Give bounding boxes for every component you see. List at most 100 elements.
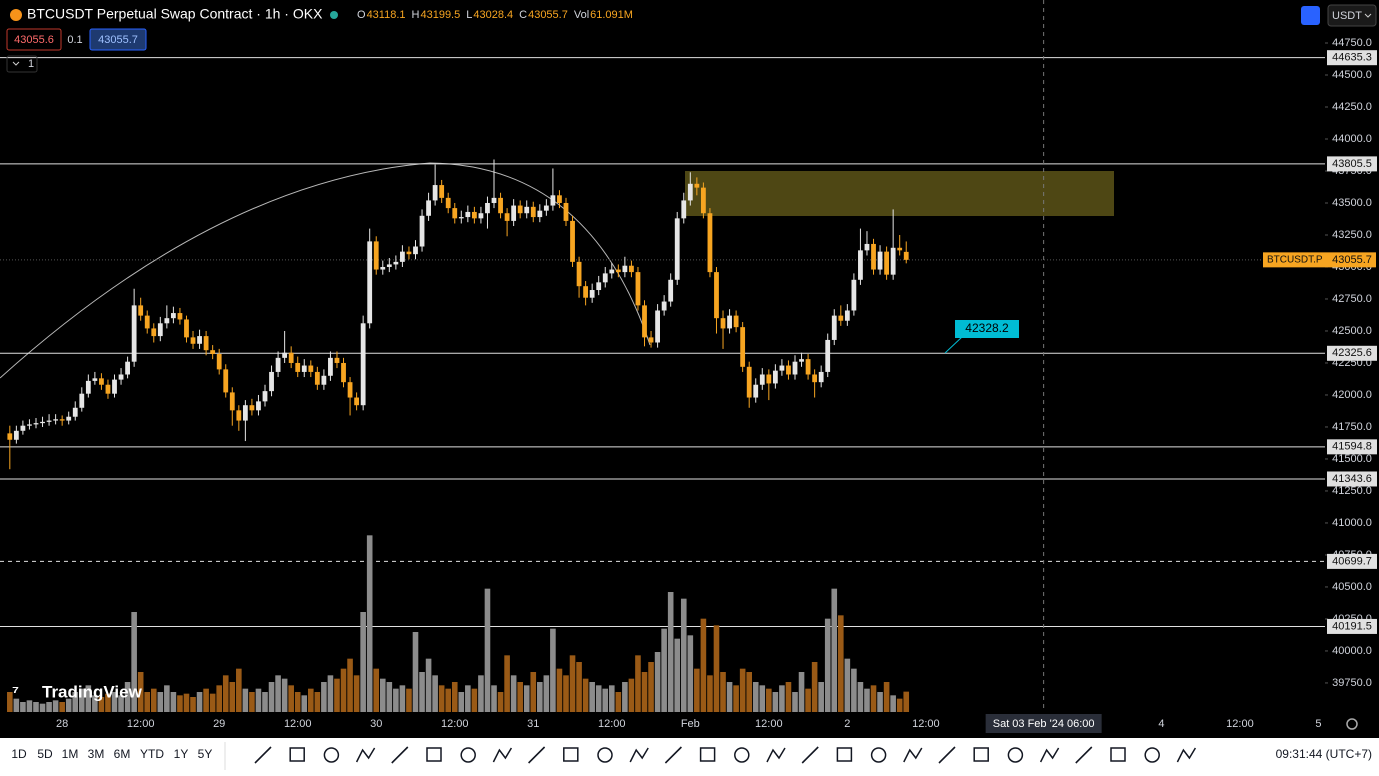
- tool-icon[interactable]: [426, 747, 442, 762]
- x-tick-label: 12:00: [912, 718, 940, 730]
- volume-bar: [530, 672, 537, 712]
- period-button[interactable]: 5Y: [198, 747, 213, 761]
- volume-bar: [393, 688, 399, 712]
- period-button[interactable]: 3M: [88, 747, 105, 761]
- currency-select[interactable]: [1327, 4, 1377, 27]
- volume-bar: [510, 675, 517, 712]
- candle-body: [766, 374, 772, 384]
- tool-icon[interactable]: [391, 746, 409, 764]
- header: BTCUSDT Perpetual Swap Contract · 1h · O…: [6, 4, 1377, 73]
- candle-body: [308, 365, 314, 372]
- volume-bar: [707, 675, 713, 712]
- candle-body: [151, 328, 157, 337]
- tool-icon[interactable]: [460, 747, 476, 763]
- candle-body: [170, 313, 176, 319]
- volume-bar: [46, 702, 52, 712]
- arc-drawing: [0, 162, 651, 379]
- tool-icon[interactable]: [597, 747, 613, 763]
- tool-icon[interactable]: [870, 747, 887, 763]
- y-tick-label: 40500.0: [1332, 581, 1372, 593]
- volume-bar: [242, 688, 249, 712]
- x-tick-label: 2: [844, 718, 850, 730]
- tool-icon[interactable]: [528, 746, 546, 764]
- candle-body: [740, 327, 746, 367]
- tool-icon[interactable]: [492, 747, 513, 763]
- candle-body: [655, 310, 660, 343]
- volume-bar: [517, 682, 523, 712]
- candle-body: [295, 362, 301, 372]
- volume-bar: [752, 682, 759, 712]
- candle-body: [164, 318, 170, 324]
- x-tick-label: 12:00: [284, 718, 312, 730]
- tool-icon[interactable]: [1176, 747, 1197, 763]
- candle-body: [668, 279, 674, 302]
- candle-body: [275, 357, 281, 372]
- tool-icon[interactable]: [903, 747, 923, 763]
- candle-body: [609, 269, 615, 274]
- tool-icon[interactable]: [323, 747, 340, 763]
- volume-bar: [694, 668, 700, 712]
- candle-body: [20, 425, 26, 431]
- x-tick-label: 12:00: [598, 718, 626, 730]
- spread: 0.1: [67, 34, 82, 46]
- tool-icon[interactable]: [938, 746, 956, 764]
- tool-icon[interactable]: [1075, 746, 1093, 764]
- tool-icon[interactable]: [664, 746, 682, 764]
- settings-icon[interactable]: [1346, 718, 1358, 730]
- candle-body: [7, 433, 13, 440]
- candle-body: [92, 378, 98, 381]
- legend-value: 43199.5: [420, 9, 460, 21]
- period-button[interactable]: 1D: [11, 747, 27, 761]
- tool-icon[interactable]: [355, 747, 376, 763]
- tool-icon[interactable]: [801, 746, 819, 764]
- candle-body: [439, 185, 445, 198]
- volume-bar: [425, 658, 432, 712]
- candle-body: [903, 251, 909, 260]
- candle-body: [184, 319, 189, 338]
- candle-body: [269, 371, 274, 392]
- ask-box[interactable]: [89, 28, 147, 51]
- volume-bar: [746, 672, 752, 712]
- volume-bar: [92, 695, 98, 712]
- volume-bar: [314, 692, 321, 712]
- tool-icon[interactable]: [629, 747, 649, 763]
- bid-box[interactable]: [6, 28, 62, 51]
- tool-icon[interactable]: [766, 747, 786, 763]
- tool-icon[interactable]: [1039, 747, 1060, 763]
- candle-body: [897, 247, 903, 251]
- candle-body: [223, 369, 229, 393]
- candle-body: [858, 250, 863, 280]
- period-button[interactable]: YTD: [140, 747, 164, 761]
- volume-bar: [229, 682, 236, 712]
- period-button[interactable]: 1Y: [174, 747, 189, 761]
- candle-body: [249, 405, 255, 411]
- period-button[interactable]: 6M: [114, 747, 131, 761]
- tool-icon[interactable]: [973, 747, 989, 762]
- tool-icon[interactable]: [836, 747, 853, 762]
- volume-bar: [321, 682, 327, 712]
- tool-icon[interactable]: [1110, 747, 1126, 762]
- tool-icon[interactable]: [1144, 747, 1160, 763]
- volume-bar: [445, 688, 452, 712]
- candle-body: [786, 365, 791, 375]
- tool-icon[interactable]: [254, 746, 272, 764]
- tool-icon[interactable]: [699, 747, 716, 762]
- tool-icon[interactable]: [734, 747, 750, 763]
- sync-button[interactable]: [1301, 6, 1320, 25]
- tool-icon[interactable]: [1007, 747, 1024, 763]
- symbol-icon: [10, 9, 22, 21]
- tool-icon[interactable]: [563, 747, 579, 762]
- candle-body: [511, 205, 517, 221]
- volume-bar: [896, 698, 903, 712]
- period-button[interactable]: 1M: [62, 747, 79, 761]
- bid-price: 43055.6: [14, 34, 54, 46]
- pane-toggle[interactable]: [6, 55, 38, 73]
- x-tick-label: 5: [1315, 718, 1321, 730]
- tool-icon[interactable]: [289, 747, 305, 762]
- price-tag-symbol: BTCUSDT.P: [1267, 254, 1323, 265]
- period-button[interactable]: 5D: [37, 747, 53, 761]
- volume-bar: [308, 688, 314, 712]
- volume-bar: [811, 662, 818, 712]
